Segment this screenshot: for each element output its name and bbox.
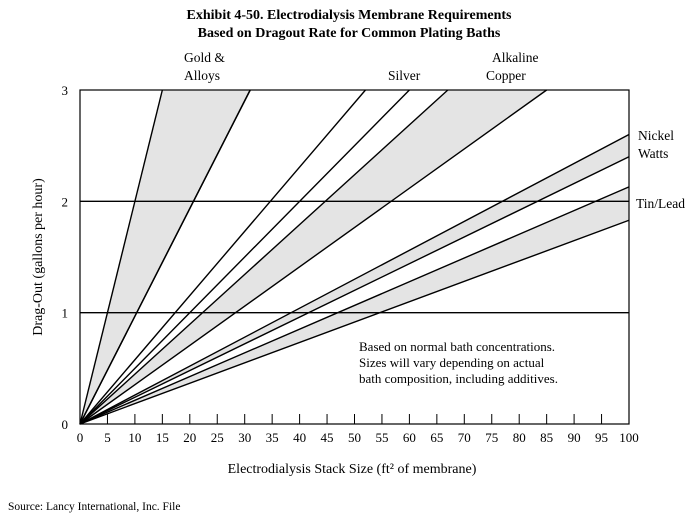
line-silver-upper: [79, 89, 251, 425]
x-tick-label: 80: [513, 430, 526, 445]
series-lines: [79, 89, 630, 425]
label-tinlead: Tin/Lead: [636, 196, 685, 211]
line-nickel-watts-lower: [79, 156, 630, 425]
line-gold-alloys-upper: [79, 89, 164, 425]
source-note: Source: Lancy International, Inc. File: [8, 501, 180, 513]
x-tick-label: 5: [104, 430, 111, 445]
label-nickel-line1: Nickel: [638, 128, 674, 143]
y-tick-label: 2: [62, 194, 69, 209]
label-gold-line2: Alloys: [184, 68, 220, 83]
y-tick-label: 1: [62, 306, 69, 321]
label-gold-line1: Gold &: [184, 50, 225, 65]
label-silver: Silver: [388, 68, 421, 83]
axis-ticks: 0 5 10 15 20 25 30 35 40 45 50 55 60 65 70 75 80 85 90 95 10…: [62, 83, 639, 445]
x-tick-label: 65: [430, 430, 443, 445]
line-extra-0: [79, 89, 410, 425]
x-tick-label: 55: [375, 430, 388, 445]
x-tick-label: 45: [321, 430, 334, 445]
x-tick-label: 60: [403, 430, 416, 445]
x-tick-label: 35: [266, 430, 279, 445]
chart-title-line1: Exhibit 4-50. Electrodialysis Membrane R…: [187, 8, 513, 23]
x-tick-label: 75: [485, 430, 498, 445]
y-tick-label: 0: [62, 417, 69, 432]
x-tick-label: 15: [156, 430, 169, 445]
line-alkaline-copper-lower: [79, 89, 548, 425]
x-tick-label: 10: [128, 430, 141, 445]
line-tin-lead-upper: [79, 186, 630, 425]
label-copper-line1: Alkaline: [492, 50, 539, 65]
x-tick-label: 50: [348, 430, 361, 445]
x-tick-label: 20: [183, 430, 196, 445]
chart-title-line2: Based on Dragout Rate for Common Plating…: [198, 26, 501, 41]
x-axis-label: Electrodialysis Stack Size (ft² of membr…: [228, 462, 477, 477]
x-tick-label: 90: [568, 430, 581, 445]
x-tick-label: 0: [77, 430, 84, 445]
x-tick-label: 100: [619, 430, 639, 445]
x-tick-label: 85: [540, 430, 553, 445]
label-nickel-line2: Watts: [638, 146, 668, 161]
line-silver-lower: [79, 89, 367, 425]
line-alkaline-copper-upper: [79, 89, 449, 425]
x-tick-label: 95: [595, 430, 608, 445]
y-tick-label: 3: [62, 83, 69, 98]
x-tick-label: 70: [458, 430, 471, 445]
line-nickel-watts-upper: [79, 133, 630, 425]
note-line3: bath composition, including additives.: [359, 371, 558, 386]
line-tin-lead-lower: [79, 219, 630, 425]
label-copper-line2: Copper: [486, 68, 526, 83]
x-tick-label: 30: [238, 430, 251, 445]
note-line2: Sizes will vary depending on actual: [359, 355, 545, 370]
x-tick-label: 40: [293, 430, 306, 445]
y-axis-label: Drag-Out (gallons per hour): [31, 178, 46, 336]
x-tick-label: 25: [211, 430, 224, 445]
note-line1: Based on normal bath concentrations.: [359, 339, 555, 354]
